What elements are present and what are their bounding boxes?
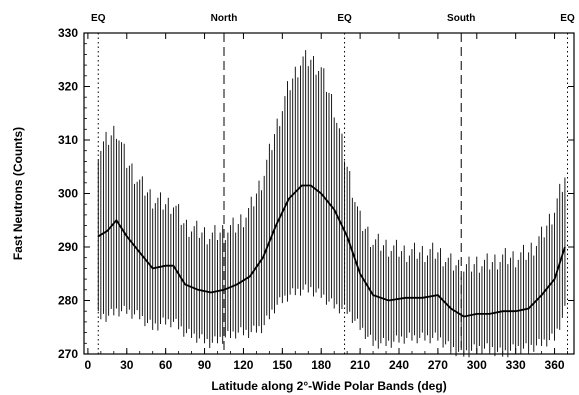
mean-curve-line [97, 184, 566, 318]
y-tick-label: 320 [58, 80, 78, 94]
x-tick-label: 60 [159, 358, 173, 372]
x-tick-label: 120 [233, 358, 253, 372]
x-axis-label: Latitude along 2°-Wide Polar Bands (deg) [211, 379, 446, 393]
y-tick-label: 280 [58, 294, 78, 308]
y-axis-label: Fast Neutrons (Counts) [11, 127, 25, 260]
error-bars [97, 50, 566, 358]
y-tick-label: 300 [58, 187, 78, 201]
x-tick-label: 300 [467, 358, 487, 372]
x-tick-label: 30 [120, 358, 134, 372]
x-tick-label: 0 [85, 358, 92, 372]
reference-label: South [447, 13, 475, 24]
reference-label: EQ [91, 13, 106, 24]
x-tick-label: 270 [428, 358, 448, 372]
y-tick-label: 290 [58, 240, 78, 254]
x-tick-label: 90 [198, 358, 212, 372]
x-tick-label: 150 [272, 358, 292, 372]
mean-curve [97, 184, 566, 318]
y-axis-ticks: 270 280 290 300 310 320 330 [58, 26, 574, 361]
y-tick-label: 310 [58, 133, 78, 147]
reference-label: North [211, 13, 238, 24]
x-tick-label: 360 [545, 358, 565, 372]
y-tick-label: 330 [58, 26, 78, 40]
reference-lines [97, 33, 569, 354]
reference-labels: EQ North EQ South EQ [91, 13, 575, 24]
reference-label: EQ [337, 13, 352, 24]
reference-label: EQ [560, 13, 575, 24]
y-tick-label: 270 [58, 347, 78, 361]
x-tick-label: 240 [389, 358, 409, 372]
x-axis-ticks: 0 30 60 90 120 150 180 210 240 270 300 330 360 [85, 33, 568, 372]
x-tick-label: 210 [350, 358, 370, 372]
x-tick-label: 330 [506, 358, 526, 372]
x-tick-label: 180 [311, 358, 331, 372]
